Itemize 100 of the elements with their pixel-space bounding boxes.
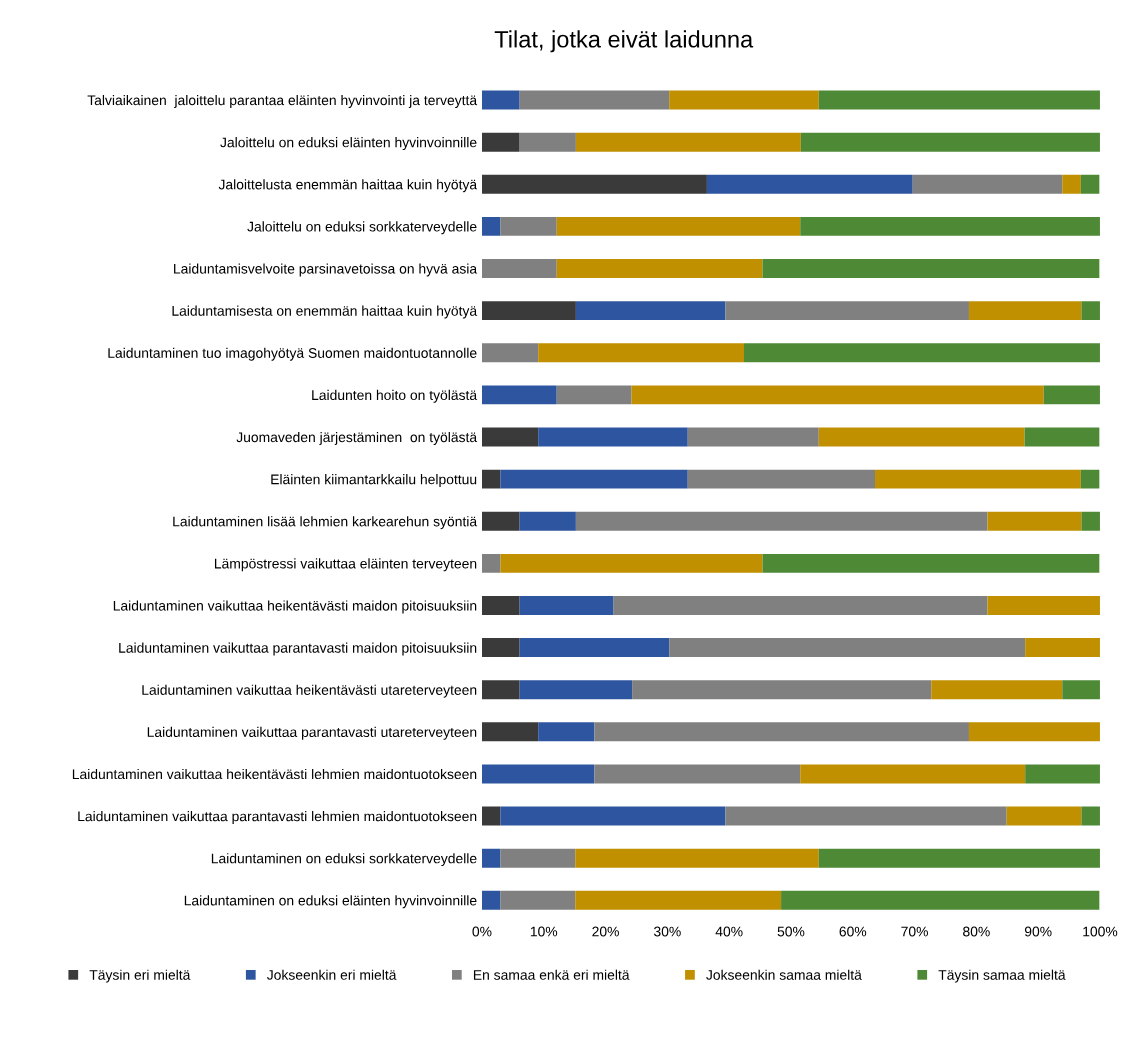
- bar: [1025, 764, 1100, 784]
- bar: [481, 132, 520, 152]
- x-tick-label: 20%: [592, 926, 619, 937]
- y-tick-label: Jaloittelu on eduksi sorkkaterveydelle: [247, 221, 477, 235]
- bar: [1081, 301, 1100, 321]
- bar: [481, 301, 576, 321]
- x-tick-label: 70%: [901, 926, 928, 937]
- bar: [987, 511, 1082, 531]
- bar: [500, 216, 557, 236]
- bar: [500, 890, 576, 910]
- y-tick-label: Laiduntaminen vaikuttaa heikentävästi utareterveyteen: [142, 684, 477, 698]
- bar: [538, 427, 688, 447]
- x-tick-label: 90%: [1024, 926, 1052, 937]
- y-tick-label: Laiduntaminen vaikuttaa parantavasti maidon pitoisuuksiin: [119, 642, 477, 656]
- bar: [1080, 469, 1100, 489]
- bar: [669, 90, 819, 110]
- bar: [500, 553, 763, 573]
- bar: [631, 385, 1044, 405]
- bar: [687, 427, 819, 447]
- bar: [781, 890, 1100, 910]
- y-tick-label: Laiduntaminen vaikuttaa parantavasti utareterveyteen: [147, 726, 477, 740]
- y-tick-label: Laiduntaminen on eduksi eläinten hyvinvoinnille: [184, 895, 477, 909]
- bar: [706, 174, 913, 194]
- bar: [575, 848, 819, 868]
- bar: [481, 806, 501, 826]
- bar: [800, 132, 1100, 152]
- bar: [481, 174, 707, 194]
- x-tick-label: 80%: [963, 926, 990, 937]
- bar: [575, 132, 801, 152]
- x-tick-label: 0%: [472, 926, 492, 937]
- bar: [481, 596, 520, 615]
- legend-label: En samaa enkä eri mieltä: [473, 969, 630, 980]
- y-tick-label: Laiduntaminen vaikuttaa parantavasti lehmien maidontuotokseen: [78, 811, 477, 824]
- bar: [481, 890, 501, 910]
- bar: [725, 301, 969, 321]
- bar: [481, 848, 501, 868]
- bar: [818, 848, 1100, 868]
- chart-title: Tilat, jotka eivät laidunna: [494, 30, 754, 53]
- bar: [519, 638, 670, 658]
- legend-label: Täysin samaa mieltä: [938, 969, 1066, 983]
- bar: [818, 90, 1100, 110]
- bar: [968, 722, 1100, 742]
- bar: [1062, 680, 1100, 700]
- bar: [1025, 638, 1100, 658]
- bar: [800, 216, 1100, 236]
- bar: [687, 469, 876, 489]
- bar: [538, 722, 595, 742]
- legend-label: Jokseenkin eri mieltä: [266, 969, 397, 980]
- bar: [519, 596, 614, 615]
- bar: [481, 427, 539, 447]
- bar: [800, 764, 1026, 784]
- bar: [575, 301, 726, 321]
- y-tick-label: Laiduntaminen on eduksi sorkkaterveydelle: [211, 853, 477, 867]
- bar: [743, 343, 1100, 363]
- bar: [968, 301, 1082, 321]
- bar: [519, 132, 576, 152]
- legend-label: Täysin eri mieltä: [89, 969, 191, 983]
- bar: [481, 216, 501, 236]
- bar: [481, 259, 557, 278]
- bar: [481, 553, 501, 573]
- bar: [1081, 806, 1100, 826]
- bar: [500, 848, 576, 868]
- bar: [762, 259, 1100, 278]
- y-tick-label: Laiduntamisesta on enemmän haittaa kuin hyötyä: [172, 305, 478, 319]
- bar: [875, 469, 1081, 489]
- bar: [613, 596, 988, 615]
- bar: [481, 469, 501, 489]
- bar: [481, 343, 539, 363]
- y-tick-label: Laiduntaminen vaikuttaa heikentävästi maidon pitoisuuksiin: [113, 600, 477, 614]
- y-tick-label: Jaloittelu on eduksi eläinten hyvinvoinnille: [220, 137, 477, 151]
- x-tick-label: 40%: [715, 926, 743, 937]
- bar: [519, 680, 633, 700]
- bar: [500, 806, 726, 826]
- bar: [481, 511, 520, 531]
- bar: [575, 890, 782, 910]
- bar: [556, 259, 763, 278]
- bar: [1080, 174, 1100, 194]
- y-tick-label: Juomaveden järjestäminen on työlästä: [236, 431, 478, 445]
- bar: [1006, 806, 1082, 826]
- y-tick-label: Laiduntaminen lisää lehmien karkearehun syöntiä: [173, 516, 478, 530]
- y-tick-label: Laidunten hoito on työlästä: [312, 389, 478, 403]
- x-tick-label: 10%: [530, 926, 558, 937]
- bar: [1081, 511, 1100, 531]
- bar: [762, 553, 1100, 573]
- bar: [1024, 427, 1100, 447]
- bar: [519, 90, 670, 110]
- bar: [538, 343, 744, 363]
- bar: [481, 722, 539, 742]
- bar: [481, 764, 595, 784]
- bar: [632, 680, 932, 700]
- y-tick-label: Lämpöstressi vaikuttaa eläinten terveyteen: [214, 558, 477, 572]
- bar: [575, 511, 988, 531]
- bar: [987, 596, 1100, 615]
- legend-label: Jokseenkin samaa mieltä: [706, 969, 862, 980]
- bar: [725, 806, 1007, 826]
- bar: [1043, 385, 1100, 405]
- bar: [1062, 174, 1081, 194]
- y-tick-label: Laiduntaminen vaikuttaa heikentävästi lehmien maidontuotokseen: [72, 768, 477, 780]
- y-tick-label: Laiduntamisvelvoite parsinavetoissa on hyvä asia: [174, 263, 478, 277]
- x-tick-label: 100%: [1083, 926, 1118, 937]
